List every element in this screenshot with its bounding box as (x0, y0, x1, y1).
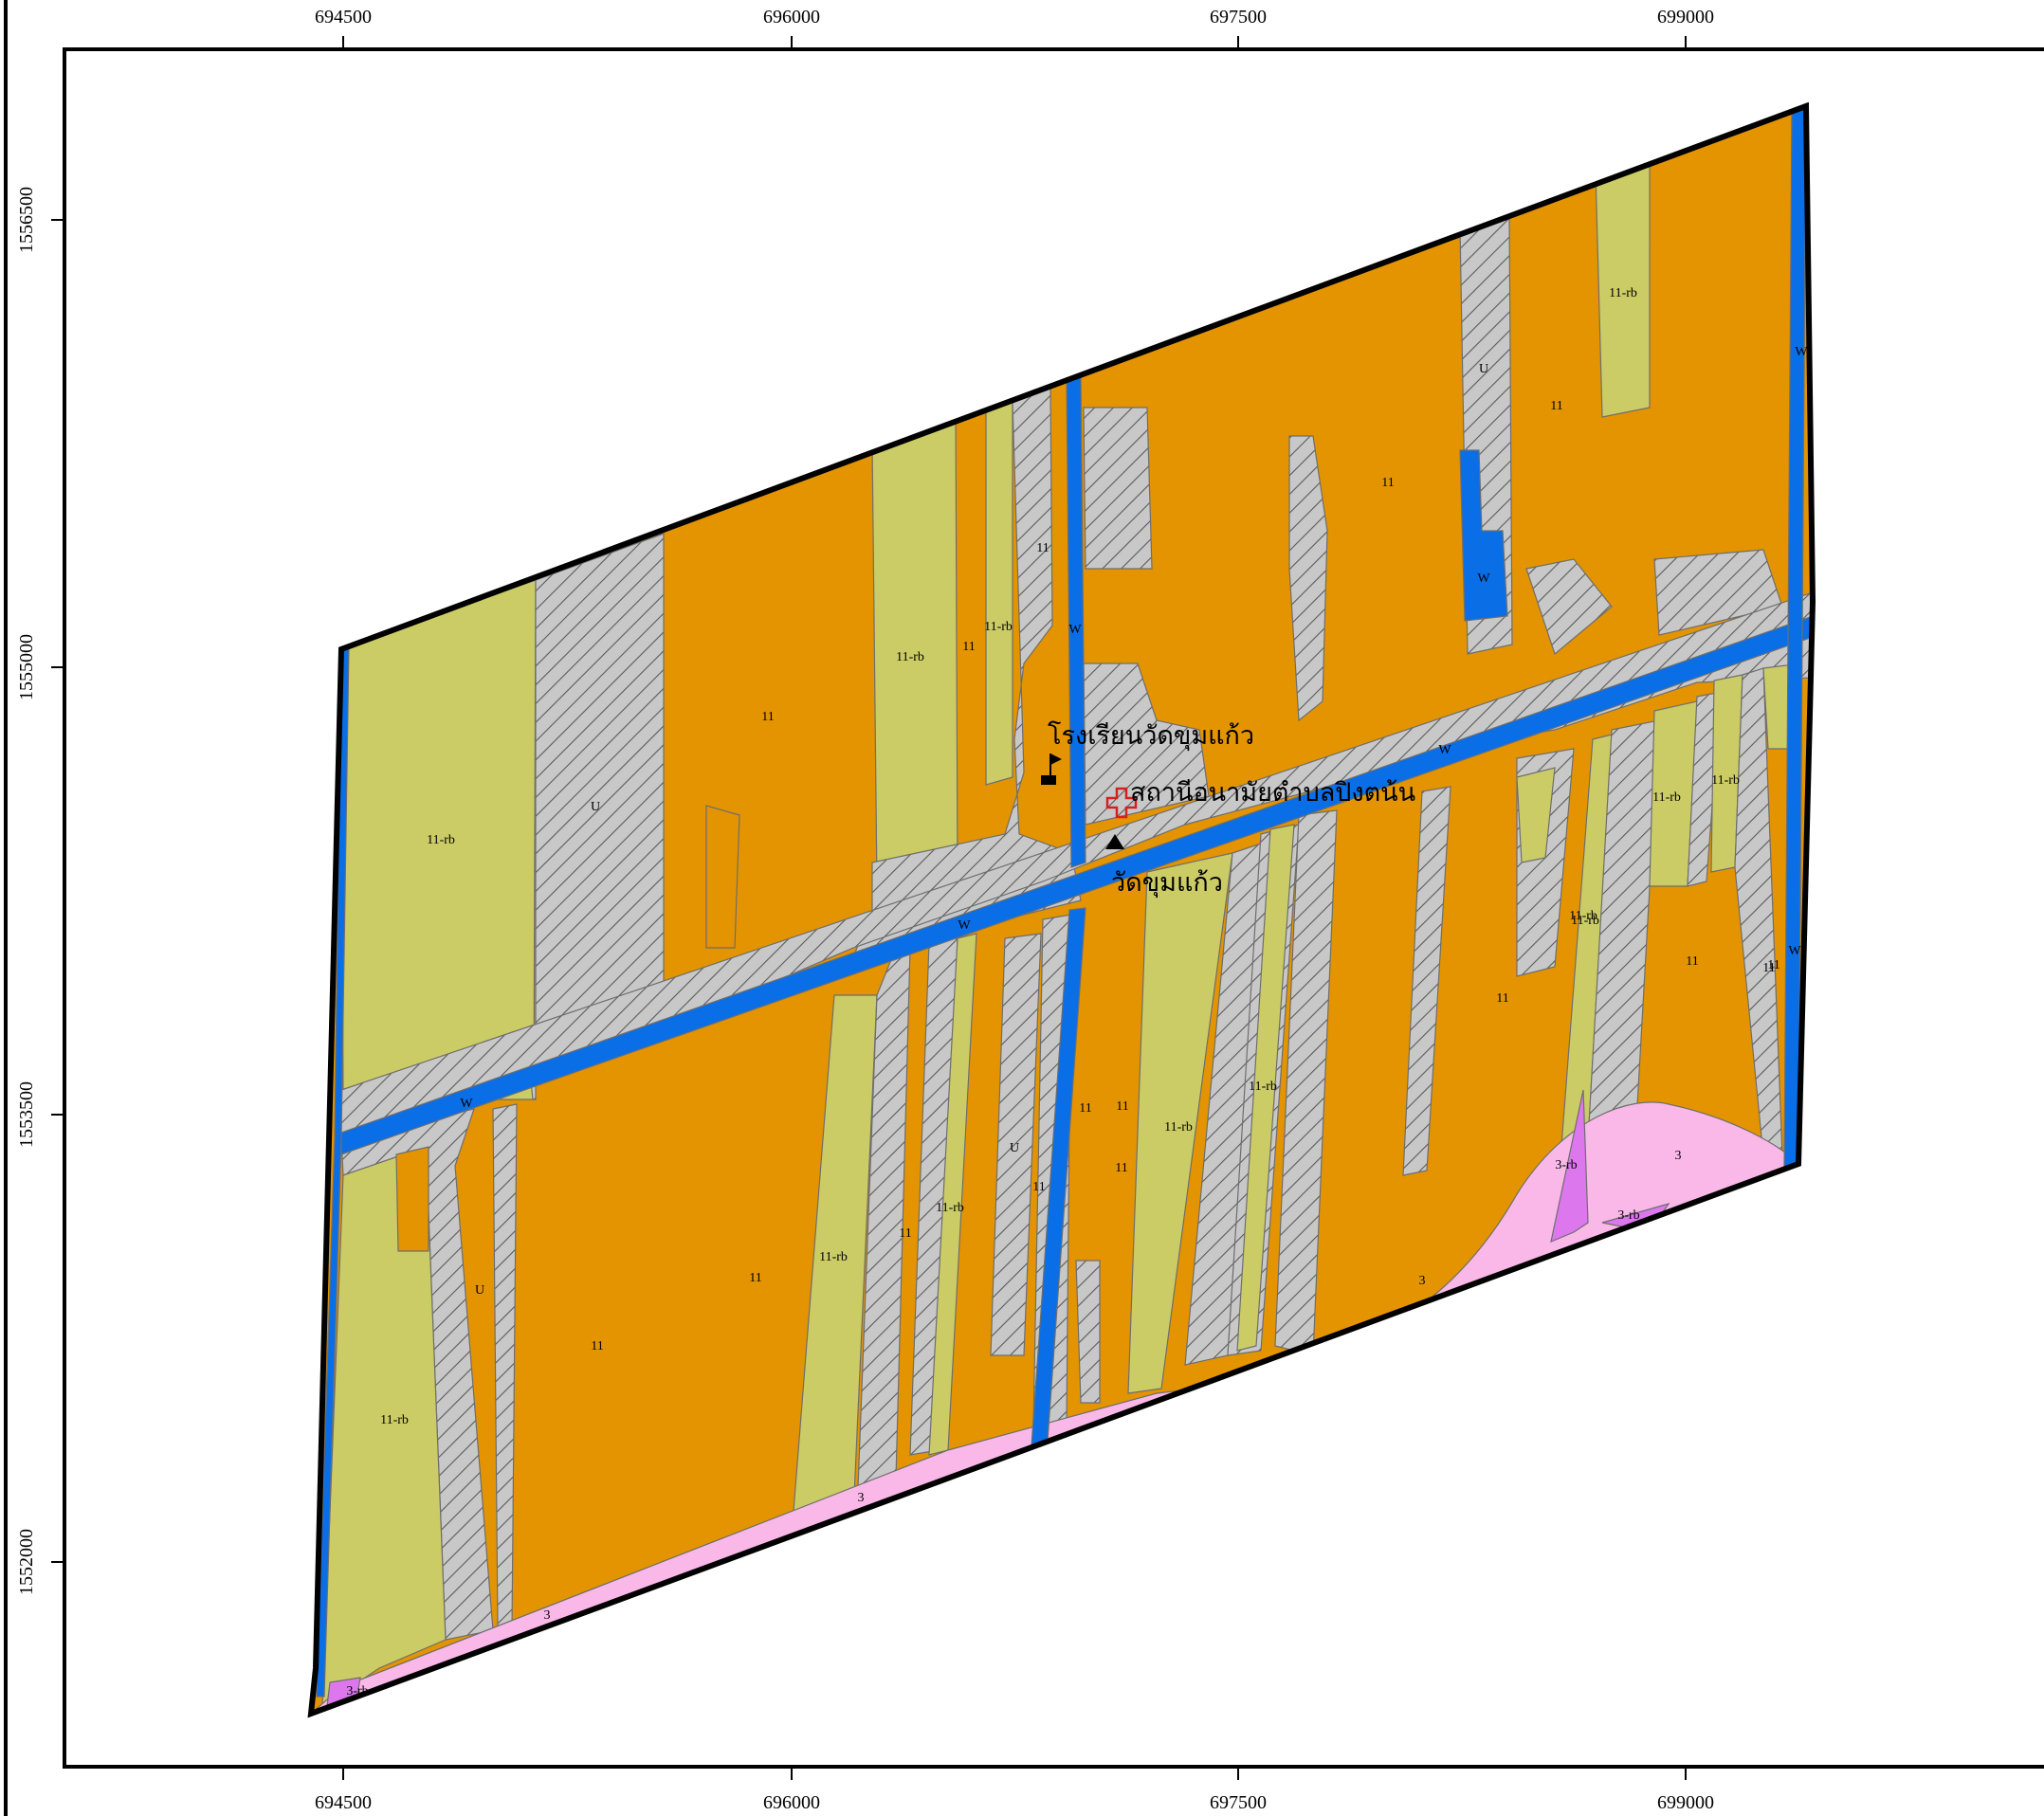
left-axis-ticks (51, 219, 64, 1563)
zone-labels: U 11-rb 11 11-rb 11 11-rb 11 W U 11 11 1… (346, 286, 1808, 1698)
zone-label: 3 (858, 1491, 865, 1505)
zone-label: U (1010, 1141, 1019, 1155)
zone-label: 3 (544, 1608, 551, 1623)
zone-label: 3 (1675, 1149, 1682, 1163)
zone-label: 11 (1116, 1099, 1128, 1114)
zone-11-rb-parcel (1236, 824, 1295, 1352)
top-tick-label: 697500 (1210, 7, 1267, 27)
zone-label: W (1477, 572, 1490, 586)
place-label-temple: วัดขุมแก้ว (1111, 868, 1223, 899)
zone-label: 3 (1419, 1274, 1426, 1288)
zone-11-rb-parcel (985, 401, 1013, 786)
zone-label: 3-rb (1617, 1208, 1639, 1223)
zone-label: 11-rb (427, 833, 455, 847)
zone-3-rb-parcel (1550, 1089, 1589, 1243)
zone-U-parcel (1525, 558, 1613, 656)
zone-label: 11-rb (1249, 1080, 1277, 1094)
poi-temple[interactable]: วัดขุมแก้ว (1105, 834, 1223, 899)
zone-U-parcel (492, 1103, 518, 1631)
zone-label: 11 (1686, 954, 1698, 969)
zone-label: 11 (1115, 1161, 1127, 1175)
zone-U-parcel (1687, 691, 1722, 887)
project-boundary (307, 101, 1816, 1718)
left-tick-label: 1553500 (16, 1081, 37, 1148)
zone-label: U (1479, 362, 1488, 376)
zone-label: W (1068, 623, 1082, 637)
zone-label: 11-rb (819, 1250, 848, 1264)
top-tick-label: 699000 (1657, 7, 1714, 27)
bottom-axis-labels: 694500 696000 697500 699000 (315, 1792, 1714, 1813)
zone-label: W (1788, 944, 1801, 958)
zone-label: 11 (1032, 1180, 1045, 1194)
zone-label: 11 (899, 1226, 911, 1241)
zone-label: 11 (591, 1339, 603, 1353)
zone-label: 11 (1381, 476, 1394, 490)
zone-U-parcel (1083, 407, 1153, 570)
temple-triangle-icon (1105, 834, 1124, 849)
red-cross-icon (1105, 787, 1138, 819)
zone-label: 11-rb (1571, 914, 1599, 928)
zone-11-parcel (395, 1146, 429, 1252)
top-tick-label: 694500 (315, 7, 372, 27)
bottom-axis-ticks (342, 1767, 1687, 1780)
bottom-tick-label: 697500 (1210, 1792, 1267, 1813)
place-label-school: โรงเรียนวัดขุมแก้ว (1048, 721, 1254, 752)
zone-11-rb-parcel (871, 411, 958, 887)
bottom-tick-label: 694500 (315, 1792, 372, 1813)
top-axis-ticks (342, 36, 1687, 49)
zone-U-parcel (1402, 786, 1451, 1176)
zone-label: W (958, 918, 971, 933)
zone-label: 3-rb (1555, 1158, 1577, 1172)
zone-label: U (475, 1283, 484, 1298)
zone-U-parcel (1288, 435, 1328, 722)
zone-label: 11-rb (1569, 909, 1597, 923)
zone-label: 3-rb (346, 1684, 368, 1698)
left-tick-label: 1552000 (16, 1529, 37, 1595)
zone-label: W (1795, 345, 1808, 359)
left-tick-label: 1556500 (16, 187, 37, 253)
zone-label: 11 (962, 640, 975, 654)
zone-label: 11-rb (984, 620, 1013, 634)
zone-label: 11 (1550, 399, 1562, 413)
zone-label: 11 (1079, 1101, 1091, 1116)
zone-label: 11 (1762, 961, 1775, 975)
bottom-tick-label: 699000 (1657, 1792, 1714, 1813)
left-tick-label: 1555000 (16, 634, 37, 700)
zone-label: 11 (761, 710, 774, 724)
zone-U-parcel (1075, 1260, 1101, 1404)
left-axis-labels: 1556500 1555000 1553500 1552000 (16, 187, 37, 1595)
zone-U-parcel (990, 933, 1042, 1356)
zone-label: 11-rb (1652, 790, 1681, 805)
zone-label: 11 (1036, 541, 1049, 555)
zone-11-rb-parcel (1516, 767, 1556, 863)
bottom-tick-label: 696000 (763, 1792, 820, 1813)
zone-11-parcel (705, 805, 740, 949)
zone-11-rb-parcel (1127, 852, 1233, 1394)
zone-label: 11 (1767, 958, 1779, 972)
flag-icon (1041, 754, 1062, 785)
zone-label: 11-rb (936, 1201, 964, 1215)
zone-label: 11-rb (380, 1413, 409, 1427)
zone-label: 11 (1496, 991, 1508, 1006)
top-axis-labels: 694500 696000 697500 699000 (315, 7, 1714, 27)
zone-W-parcel (1459, 449, 1508, 622)
zone-label: 11-rb (1164, 1120, 1193, 1135)
zone-label: W (460, 1097, 473, 1111)
poi-school[interactable]: โรงเรียนวัดขุมแก้ว (1041, 721, 1254, 785)
top-tick-label: 696000 (763, 7, 820, 27)
zone-label: 11-rb (1609, 286, 1637, 300)
zone-label: W (1438, 743, 1451, 757)
zone-label: 11 (749, 1271, 761, 1285)
place-label-health-station: สถานีอนามัยตำบลปิงตน้น (1130, 778, 1415, 808)
zone-label: U (591, 800, 600, 814)
poi-health-station[interactable]: สถานีอนามัยตำบลปิงตน้น (1105, 778, 1415, 819)
zone-label: 11-rb (896, 650, 924, 664)
zone-label: 11-rb (1711, 773, 1740, 788)
map-frame (63, 47, 2044, 1769)
